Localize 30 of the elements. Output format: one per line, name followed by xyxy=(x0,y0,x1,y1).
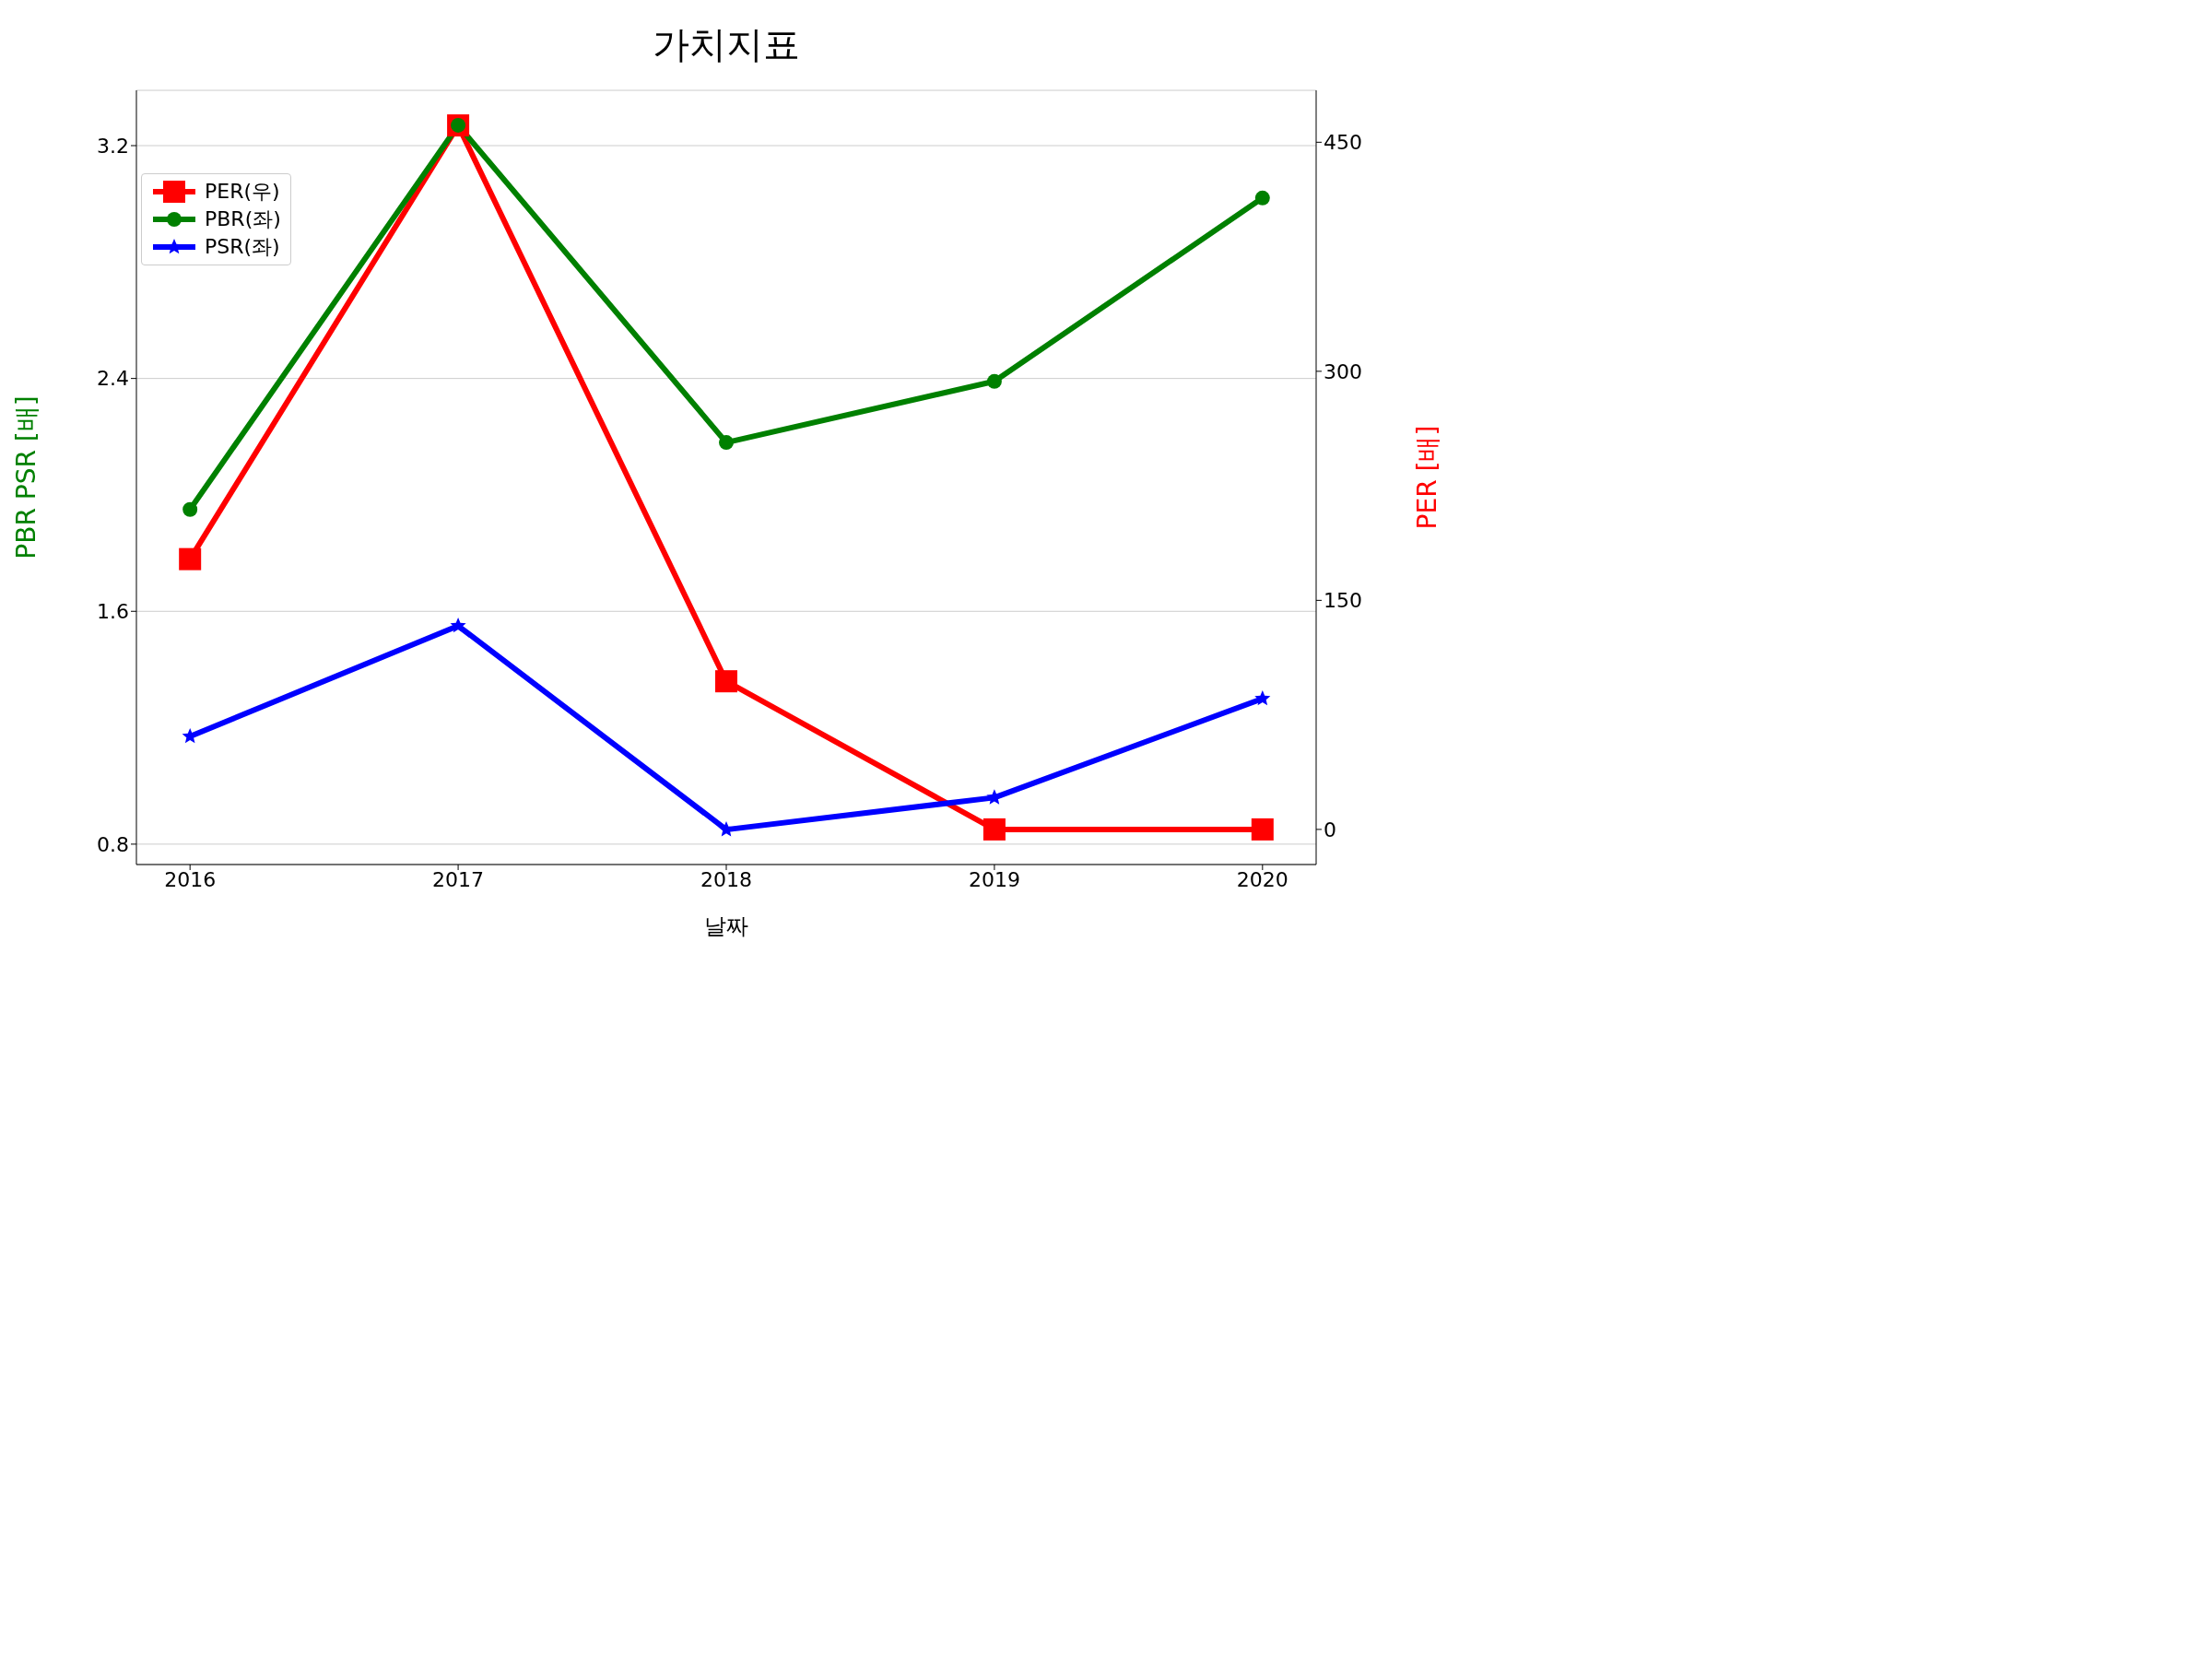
point xyxy=(1254,690,1271,706)
legend-label: PER(우) xyxy=(205,179,280,205)
x-axis-title: 날짜 xyxy=(704,913,748,939)
point xyxy=(982,818,1006,841)
point xyxy=(450,618,466,633)
y-tick-label: 1.6 xyxy=(97,600,129,624)
point xyxy=(719,435,734,451)
y2-tick-label: 0 xyxy=(1324,818,1336,841)
chart-title: 가치지표 xyxy=(652,22,801,67)
y-tick-label: 3.2 xyxy=(97,134,129,158)
y-tick-label: 0.8 xyxy=(97,832,129,856)
y2-tick-label: 150 xyxy=(1324,589,1362,613)
x-tick-label: 2018 xyxy=(700,867,752,891)
y2-tick-label: 300 xyxy=(1324,359,1362,383)
legend-label: PBR(좌) xyxy=(205,206,281,232)
y-axis-title: PBR PSR [배] xyxy=(10,395,41,559)
point xyxy=(182,501,198,517)
x-tick-label: 2019 xyxy=(968,867,1020,891)
x-tick-label: 2016 xyxy=(164,867,217,891)
point xyxy=(1254,190,1270,206)
legend-label: PSR(좌) xyxy=(205,234,280,260)
point xyxy=(179,547,202,571)
y-tick-label: 2.4 xyxy=(97,367,129,391)
x-tick-label: 2017 xyxy=(432,867,485,891)
y2-tick-label: 450 xyxy=(1324,131,1362,155)
point xyxy=(986,373,1002,389)
point xyxy=(1251,818,1274,841)
x-tick-label: 2020 xyxy=(1236,867,1288,891)
y2-axis-title: PER [배] xyxy=(1411,425,1442,530)
point xyxy=(715,670,737,693)
